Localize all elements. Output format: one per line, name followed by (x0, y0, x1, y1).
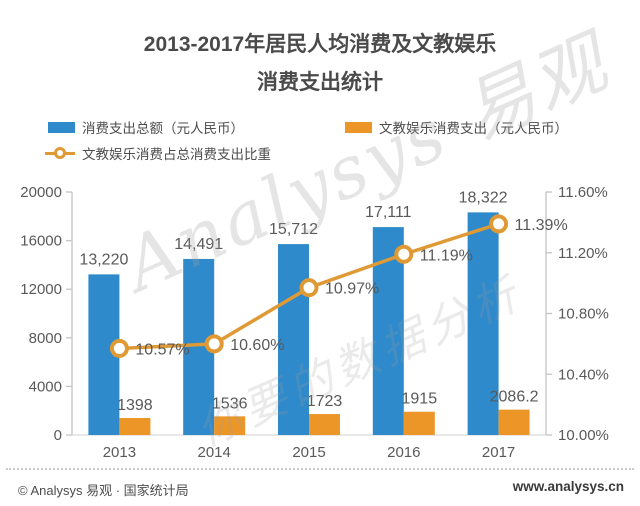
x-axis-category-label: 2017 (482, 444, 515, 461)
trend-point-marker (394, 244, 414, 264)
bar-total-value-label: 13,220 (79, 251, 128, 268)
right-axis-tick-label: 11.60% (558, 184, 608, 201)
bar-total-value-label: 15,712 (269, 221, 318, 238)
left-axis-tick-label: 8000 (29, 330, 62, 347)
trend-point-label: 11.39% (515, 217, 568, 234)
legend-item-ratio: 文教娱乐消费占总消费支出比重 (45, 143, 271, 163)
bar-edu-value-label: 2086.2 (490, 389, 539, 406)
right-axis-tick-label: 11.20% (558, 245, 608, 262)
legend-item-total-spending: 消费支出总额（元人民币） (48, 117, 244, 137)
x-axis-category-label: 2013 (103, 444, 136, 461)
trend-point-marker (489, 214, 509, 234)
bar-total-spending (467, 212, 499, 435)
trend-point-marker (299, 278, 319, 298)
legend-item-edu-spending: 文教娱乐消费支出（元人民币） (345, 117, 568, 137)
bar-edu-spending (119, 418, 151, 435)
bar-total-value-label: 18,322 (459, 189, 508, 206)
x-axis-category-label: 2015 (292, 444, 325, 461)
right-axis-tick-label: 10.80% (558, 306, 609, 323)
bar-total-value-label: 17,111 (365, 204, 412, 221)
x-axis-category-label: 2014 (198, 444, 231, 461)
bar-total-spending (278, 244, 309, 435)
right-axis-tick-label: 10.00% (558, 427, 609, 444)
left-axis-tick-label: 0 (54, 427, 62, 444)
left-axis-tick-label: 16000 (20, 233, 62, 250)
footer-website: www.analysys.cn (512, 479, 624, 494)
x-axis-category-label: 2016 (387, 444, 420, 461)
bar-edu-spending (214, 416, 246, 435)
trend-point-marker (204, 334, 224, 354)
trend-point-label: 11.19% (420, 247, 473, 264)
bar-edu-value-label: 1398 (117, 397, 153, 414)
left-axis-tick-label: 4000 (29, 378, 62, 395)
bar-edu-value-label: 1723 (307, 393, 343, 410)
bar-total-value-label: 14,491 (174, 236, 223, 253)
trend-point-label: 10.97% (325, 281, 379, 298)
trend-point-label: 10.57% (135, 341, 189, 358)
trend-point-label: 10.60% (230, 337, 284, 354)
right-axis-tick-label: 10.40% (558, 366, 609, 383)
bar-edu-value-label: 1536 (212, 395, 248, 412)
title-line-2: 消费支出统计 (257, 71, 383, 94)
legend-swatch-orange (345, 121, 372, 133)
footer-divider (6, 468, 634, 470)
legend-label: 文教娱乐消费支出（元人民币） (379, 121, 568, 136)
title-line-1: 2013-2017年居民人均消费及文教娱乐 (143, 33, 497, 56)
trend-point-marker (109, 338, 129, 358)
legend-line-marker-icon (45, 147, 75, 159)
legend-dot (54, 147, 66, 159)
legend-swatch-blue (48, 121, 75, 133)
left-axis-tick-label: 20000 (20, 184, 62, 201)
bar-edu-value-label: 1915 (402, 391, 438, 408)
bar-edu-spending (498, 409, 530, 435)
legend-label: 文教娱乐消费占总消费支出比重 (82, 147, 271, 162)
bar-edu-spending (403, 411, 435, 435)
bar-edu-spending (309, 414, 340, 435)
legend-label: 消费支出总额（元人民币） (82, 121, 244, 136)
left-axis-tick-label: 12000 (20, 281, 62, 298)
footer-source: © Analysys 易观 · 国家统计局 (18, 483, 189, 498)
page-title: 2013-2017年居民人均消费及文教娱乐 消费支出统计 (0, 26, 640, 102)
